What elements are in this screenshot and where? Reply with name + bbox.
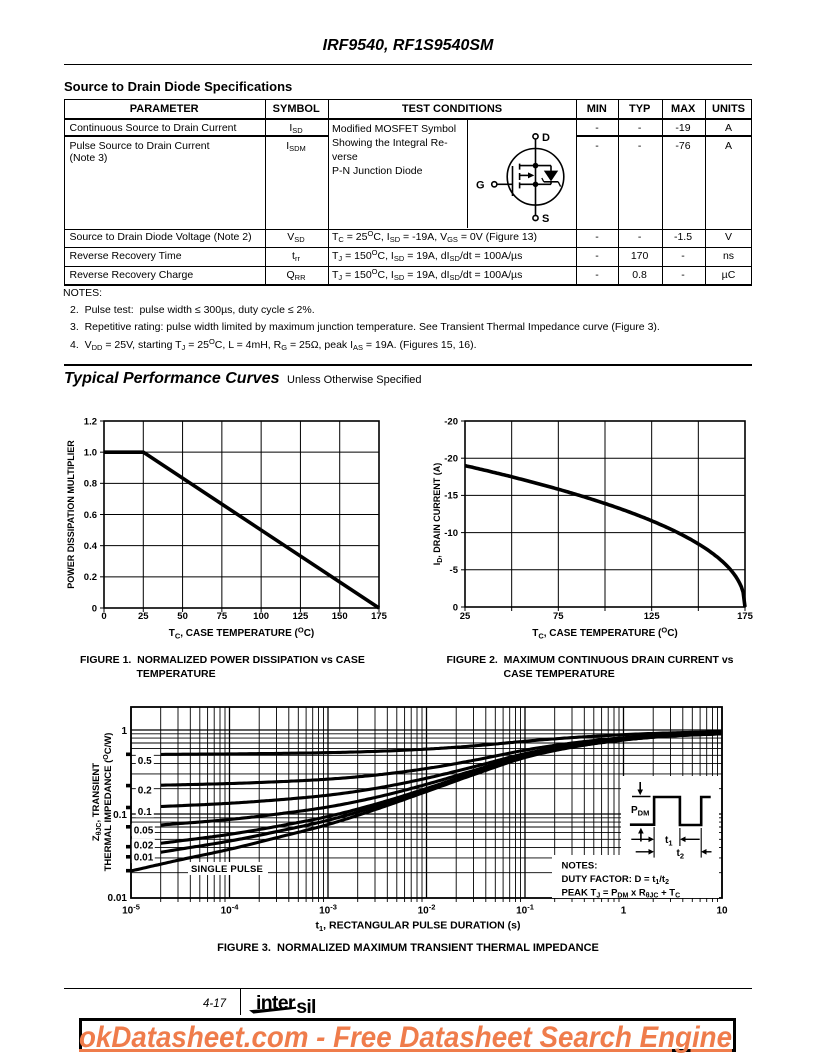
svg-text:10: 10 [716, 906, 728, 917]
svg-text:NOTES:: NOTES: [562, 861, 598, 872]
svg-text:0.5: 0.5 [138, 756, 152, 767]
svg-text:1: 1 [621, 906, 627, 917]
svg-text:-10: -10 [444, 528, 458, 539]
svg-text:75: 75 [217, 611, 228, 622]
svg-text:t2: t2 [677, 848, 685, 861]
svg-text:sil: sil [296, 996, 316, 1018]
svg-text:TC, CASE TEMPERATURE (OC): TC, CASE TEMPERATURE (OC) [169, 626, 315, 641]
svg-text:0.1: 0.1 [138, 807, 152, 818]
svg-text:0.1: 0.1 [113, 810, 127, 821]
svg-text:10-1: 10-1 [516, 903, 534, 917]
svg-text:175: 175 [737, 611, 754, 622]
svg-text:-5: -5 [450, 565, 459, 576]
svg-text:0.4: 0.4 [84, 541, 98, 552]
svg-text:0.05: 0.05 [134, 826, 154, 837]
svg-text:175: 175 [371, 611, 388, 622]
svg-text:150: 150 [332, 611, 348, 622]
svg-text:D: D [542, 132, 550, 144]
svg-text:0: 0 [453, 602, 458, 613]
svg-text:TC, CASE TEMPERATURE (OC): TC, CASE TEMPERATURE (OC) [532, 626, 678, 641]
svg-text:t1: t1 [665, 835, 673, 848]
svg-text:0.01: 0.01 [108, 893, 128, 904]
svg-text:50: 50 [177, 611, 188, 622]
svg-text:SINGLE PULSE: SINGLE PULSE [191, 864, 263, 875]
svg-text:ZθJC, TRANSIENT: ZθJC, TRANSIENT [91, 763, 103, 841]
svg-text:DUTY FACTOR: D = t1/t2: DUTY FACTOR: D = t1/t2 [562, 874, 670, 886]
svg-text:0: 0 [92, 603, 97, 614]
svg-text:100: 100 [253, 611, 269, 622]
svg-text:1: 1 [121, 726, 127, 737]
svg-text:t1, RECTANGULAR PULSE DURATION: t1, RECTANGULAR PULSE DURATION (s) [315, 920, 520, 933]
svg-text:0.2: 0.2 [84, 572, 97, 583]
svg-text:-20: -20 [444, 454, 458, 465]
svg-text:G: G [476, 180, 485, 192]
svg-text:0.6: 0.6 [84, 510, 97, 521]
svg-text:1.0: 1.0 [84, 448, 97, 459]
svg-text:75: 75 [553, 611, 564, 622]
svg-text:-20: -20 [444, 416, 458, 427]
svg-text:0.2: 0.2 [138, 785, 152, 796]
svg-text:PDM: PDM [631, 805, 649, 818]
svg-text:-15: -15 [444, 491, 458, 502]
svg-text:0.02: 0.02 [134, 841, 154, 852]
svg-text:0: 0 [101, 611, 106, 622]
svg-text:0.01: 0.01 [134, 853, 154, 864]
svg-text:125: 125 [292, 611, 309, 622]
svg-text:25: 25 [460, 611, 471, 622]
svg-text:10-5: 10-5 [122, 903, 140, 917]
svg-text:ID, DRAIN CURRENT (A): ID, DRAIN CURRENT (A) [432, 463, 444, 566]
svg-text:S: S [542, 213, 549, 225]
svg-text:THERMAL IMPEDANCE (OC/W): THERMAL IMPEDANCE (OC/W) [103, 733, 114, 872]
svg-text:10-3: 10-3 [319, 903, 337, 917]
svg-text:1.2: 1.2 [84, 416, 97, 427]
svg-text:0.8: 0.8 [84, 479, 97, 490]
svg-text:10-4: 10-4 [221, 903, 240, 917]
svg-text:10-2: 10-2 [418, 903, 436, 917]
svg-text:125: 125 [644, 611, 661, 622]
svg-text:POWER DISSIPATION MULTIPLIER: POWER DISSIPATION MULTIPLIER [66, 440, 76, 589]
svg-text:25: 25 [138, 611, 149, 622]
